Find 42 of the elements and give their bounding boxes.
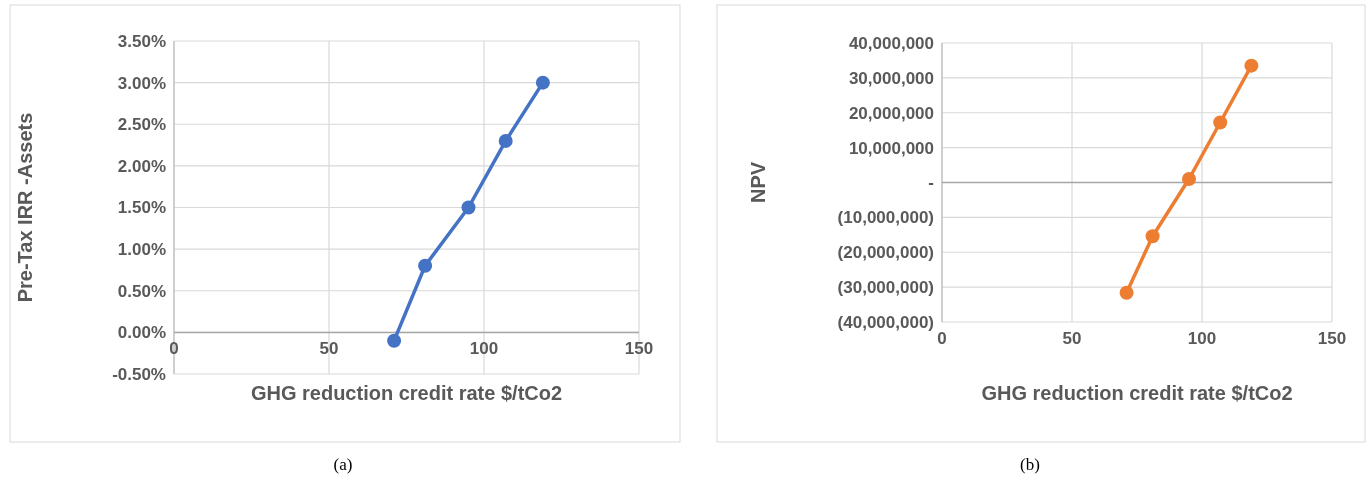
y-tick-label: 1.00% [117, 240, 166, 260]
y-tick-label: 40,000,000 [848, 33, 934, 53]
y-tick-label: 0.00% [117, 323, 166, 343]
y-axis-title: Pre-Tax IRR -Assets [14, 112, 36, 303]
point [387, 333, 402, 348]
y-tick-label: 2.50% [117, 115, 166, 135]
x-axis-title: GHG reduction credit rate $/tCo2 [250, 382, 563, 404]
point [1213, 115, 1228, 130]
y-tick-label: (30,000,000) [837, 278, 934, 298]
y-tick-label: 20,000,000 [848, 103, 934, 123]
y-tick-label: - [928, 173, 934, 193]
point [1182, 172, 1196, 187]
x-tick-label: 0 [937, 329, 947, 348]
y-tick-label: 3.00% [117, 73, 166, 93]
point [1145, 229, 1160, 244]
y-tick-label: 0.50% [117, 281, 166, 301]
point [418, 258, 433, 273]
point [1244, 58, 1259, 73]
x-tick-label: 100 [1187, 329, 1217, 348]
x-tick-label: 50 [1062, 329, 1082, 348]
x-tick-label: 50 [319, 339, 339, 359]
y-tick-label: 30,000,000 [848, 68, 934, 88]
y-tick-label: 2.00% [117, 156, 166, 176]
text: (b) [1020, 455, 1040, 474]
x-tick-label: 0 [169, 339, 179, 359]
point [461, 200, 476, 215]
x-tick-label: 100 [469, 339, 499, 359]
y-tick-label: (10,000,000) [837, 208, 934, 228]
x-tick-label: 150 [1317, 329, 1347, 348]
x-tick-label: 150 [624, 339, 654, 359]
y-tick-label: 10,000,000 [848, 138, 934, 158]
y-tick-label: -0.50% [112, 364, 166, 384]
y-tick-label: 3.50% [117, 31, 166, 51]
point [1119, 285, 1134, 300]
y-tick-label: 1.50% [117, 198, 166, 218]
y-tick-label: (20,000,000) [837, 243, 934, 263]
x-axis-title: GHG reduction credit rate $/tCo2 [981, 382, 1293, 404]
point [498, 133, 513, 148]
text: (a) [333, 455, 353, 474]
y-tick-label: (40,000,000) [837, 312, 934, 332]
y-axis-title: NPV [747, 161, 769, 204]
point [535, 75, 550, 90]
